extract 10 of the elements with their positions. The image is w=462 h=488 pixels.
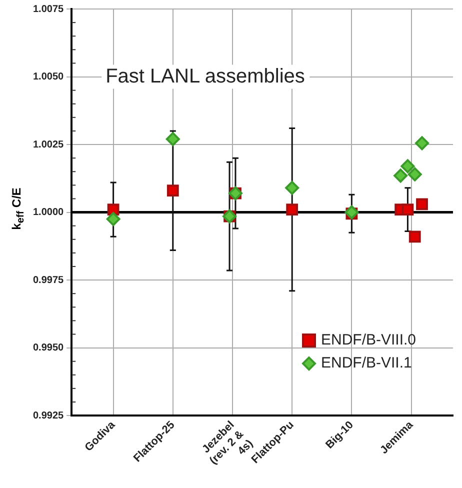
y-tick-label: 0.9950 [32, 342, 64, 354]
y-tick-label: 0.9975 [32, 274, 64, 286]
y-tick-label: 1.0050 [32, 72, 64, 83]
y-tick-label: 1.0000 [32, 207, 64, 218]
y-tick-label: 1.0025 [32, 139, 64, 150]
y-tick-label: 0.9925 [32, 410, 64, 422]
legend-label: ENDF/B-VIII.0 [321, 332, 416, 349]
text: Fast LANL assemblies [106, 65, 305, 88]
legend-label: ENDF/B-VII.1 [321, 354, 412, 372]
y-tick-label: 1.0075 [32, 4, 64, 15]
